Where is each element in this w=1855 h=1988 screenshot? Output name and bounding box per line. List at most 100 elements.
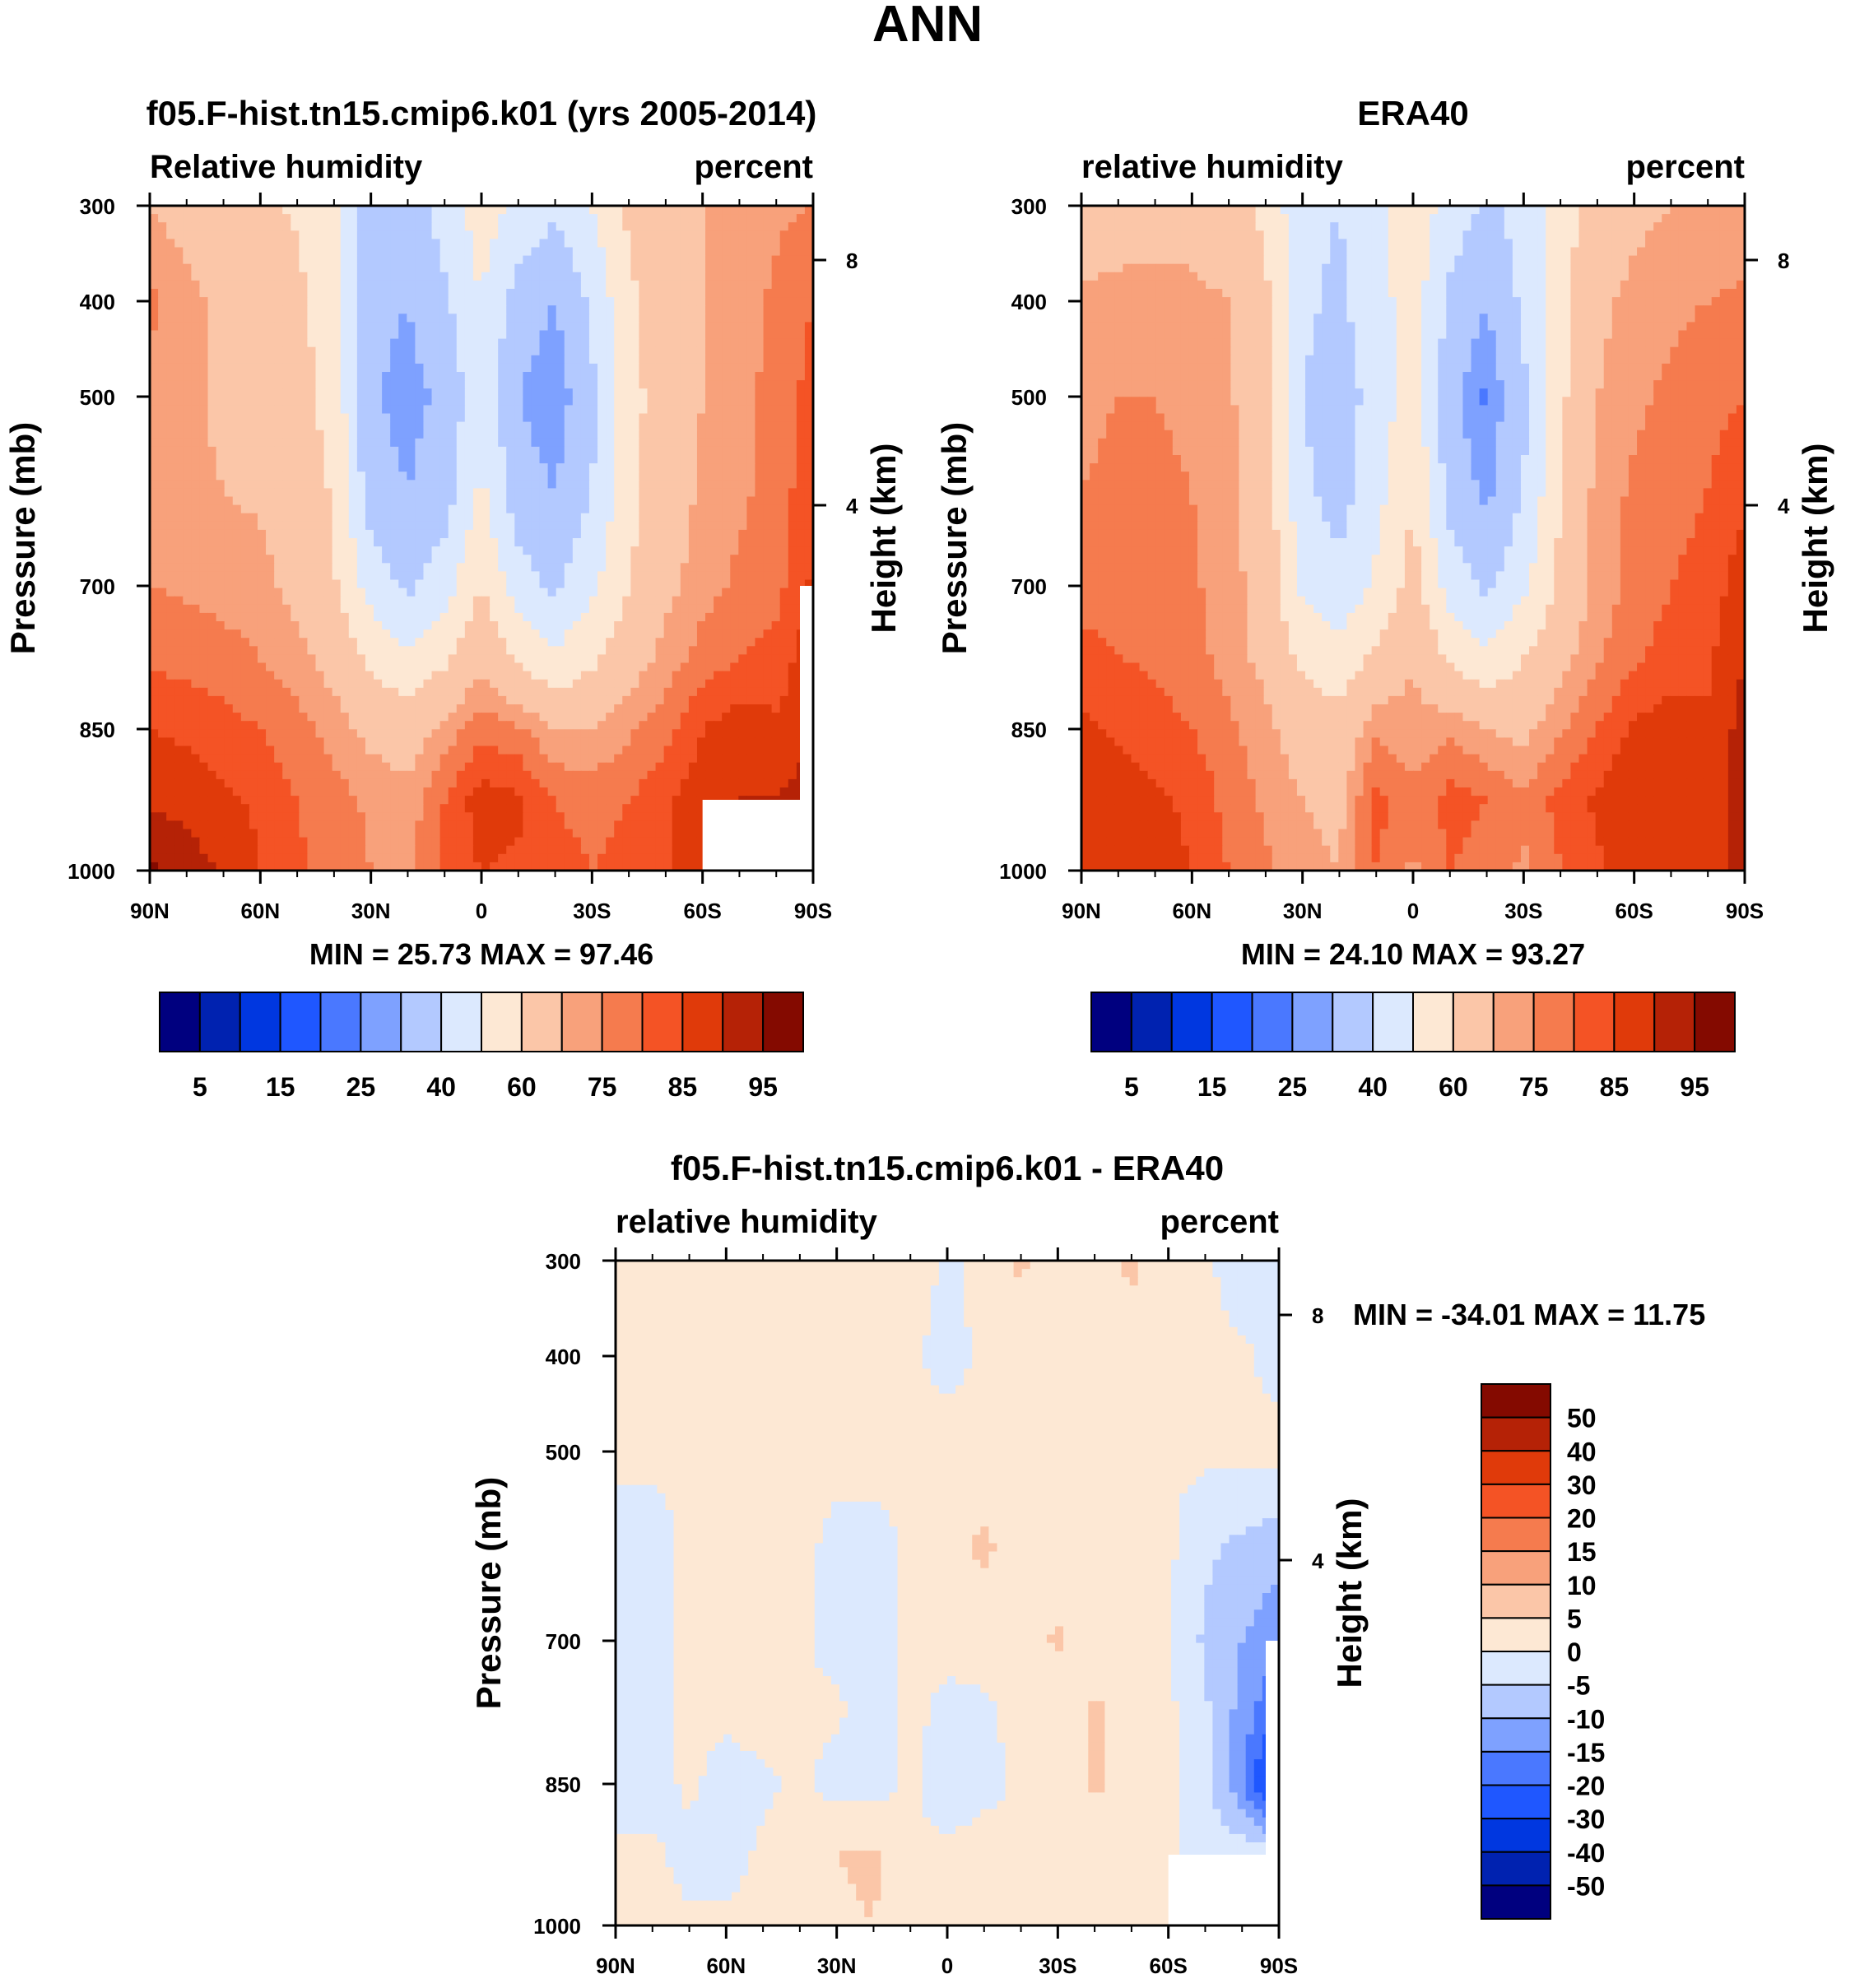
contour-cell (680, 239, 690, 248)
contour-cell (746, 363, 756, 373)
contour-cell (415, 555, 425, 564)
contour-cell (456, 588, 466, 597)
contour-cell (580, 455, 590, 464)
contour-cell (655, 206, 665, 215)
contour-cell (696, 713, 706, 722)
contour-cell (356, 272, 366, 281)
contour-cell (746, 239, 756, 248)
contour-cell (705, 355, 714, 365)
contour-cell (249, 654, 258, 664)
contour-cell (199, 629, 209, 639)
contour-cell (332, 222, 342, 231)
contour-cell (481, 488, 490, 498)
contour-cell (539, 563, 549, 572)
contour-cell (531, 621, 541, 630)
contour-cell (639, 513, 649, 523)
contour-cell (282, 255, 291, 265)
contour-cell (266, 704, 275, 713)
contour-cell (323, 372, 333, 381)
contour-cell (647, 363, 657, 373)
contour-cell (630, 687, 640, 697)
contour-cell (249, 480, 258, 489)
contour-cell (514, 289, 523, 298)
contour-cell (572, 571, 582, 581)
contour-cell (307, 496, 317, 506)
contour-cell (639, 255, 649, 265)
contour-cell (356, 222, 366, 231)
contour-cell (274, 280, 283, 290)
contour-cell (606, 538, 615, 547)
contour-cell (606, 380, 615, 389)
contour-cell (390, 289, 399, 298)
contour-cell (696, 529, 706, 539)
contour-cell (539, 621, 549, 630)
contour-cell (415, 563, 425, 572)
contour-cell (224, 695, 234, 705)
contour-cell (382, 405, 391, 415)
contour-cell (315, 679, 325, 689)
contour-cell (630, 621, 640, 630)
contour-cell (755, 538, 765, 547)
contour-cell (348, 272, 358, 281)
contour-cell (705, 704, 714, 713)
contour-cell (779, 687, 789, 697)
contour-cell (514, 504, 523, 514)
contour-cell (630, 455, 640, 464)
contour-cell (788, 480, 797, 489)
contour-cell (374, 322, 383, 332)
contour-cell (705, 604, 714, 614)
contour-cell (382, 504, 391, 514)
contour-cell (514, 297, 523, 306)
contour-cell (307, 255, 317, 265)
contour-cell (606, 438, 615, 448)
contour-cell (746, 247, 756, 257)
contour-cell (514, 255, 523, 265)
contour-cell (606, 272, 615, 281)
contour-cell (788, 488, 797, 498)
contour-cell (415, 206, 425, 215)
contour-cell (407, 222, 416, 231)
contour-cell (572, 338, 582, 348)
contour-cell (647, 612, 657, 622)
contour-cell (547, 355, 557, 365)
contour-cell (696, 455, 706, 464)
contour-cell (514, 413, 523, 423)
contour-cell (531, 538, 541, 547)
contour-cell (257, 588, 267, 597)
contour-cell (597, 430, 607, 439)
contour-cell (174, 272, 184, 281)
contour-cell (514, 563, 523, 572)
contour-cell (572, 239, 582, 248)
contour-cell (531, 521, 541, 531)
contour-cell (266, 695, 275, 705)
contour-cell (382, 480, 391, 489)
contour-cell (398, 421, 407, 431)
contour-cell (614, 255, 623, 265)
contour-cell (365, 604, 374, 614)
contour-cell (639, 695, 649, 705)
contour-cell (763, 504, 773, 514)
contour-cell (299, 488, 309, 498)
contour-cell (663, 621, 673, 630)
contour-cell (183, 206, 192, 215)
contour-cell (423, 297, 433, 306)
contour-cell (323, 646, 333, 655)
contour-cell (249, 521, 258, 531)
contour-cell (705, 206, 714, 215)
contour-cell (647, 471, 657, 481)
contour-cell (506, 638, 515, 647)
contour-cell (274, 214, 283, 223)
contour-cell (498, 538, 507, 547)
contour-cell (158, 579, 167, 589)
contour-cell (564, 280, 574, 290)
contour-cell (588, 380, 598, 389)
contour-cell (539, 446, 549, 456)
contour-cell (158, 314, 167, 323)
contour-cell (166, 480, 175, 489)
contour-cell (232, 496, 242, 506)
contour-cell (804, 346, 814, 356)
contour-cell (207, 504, 217, 514)
contour-cell (481, 629, 490, 639)
contour-cell (779, 297, 789, 306)
contour-cell (655, 513, 665, 523)
